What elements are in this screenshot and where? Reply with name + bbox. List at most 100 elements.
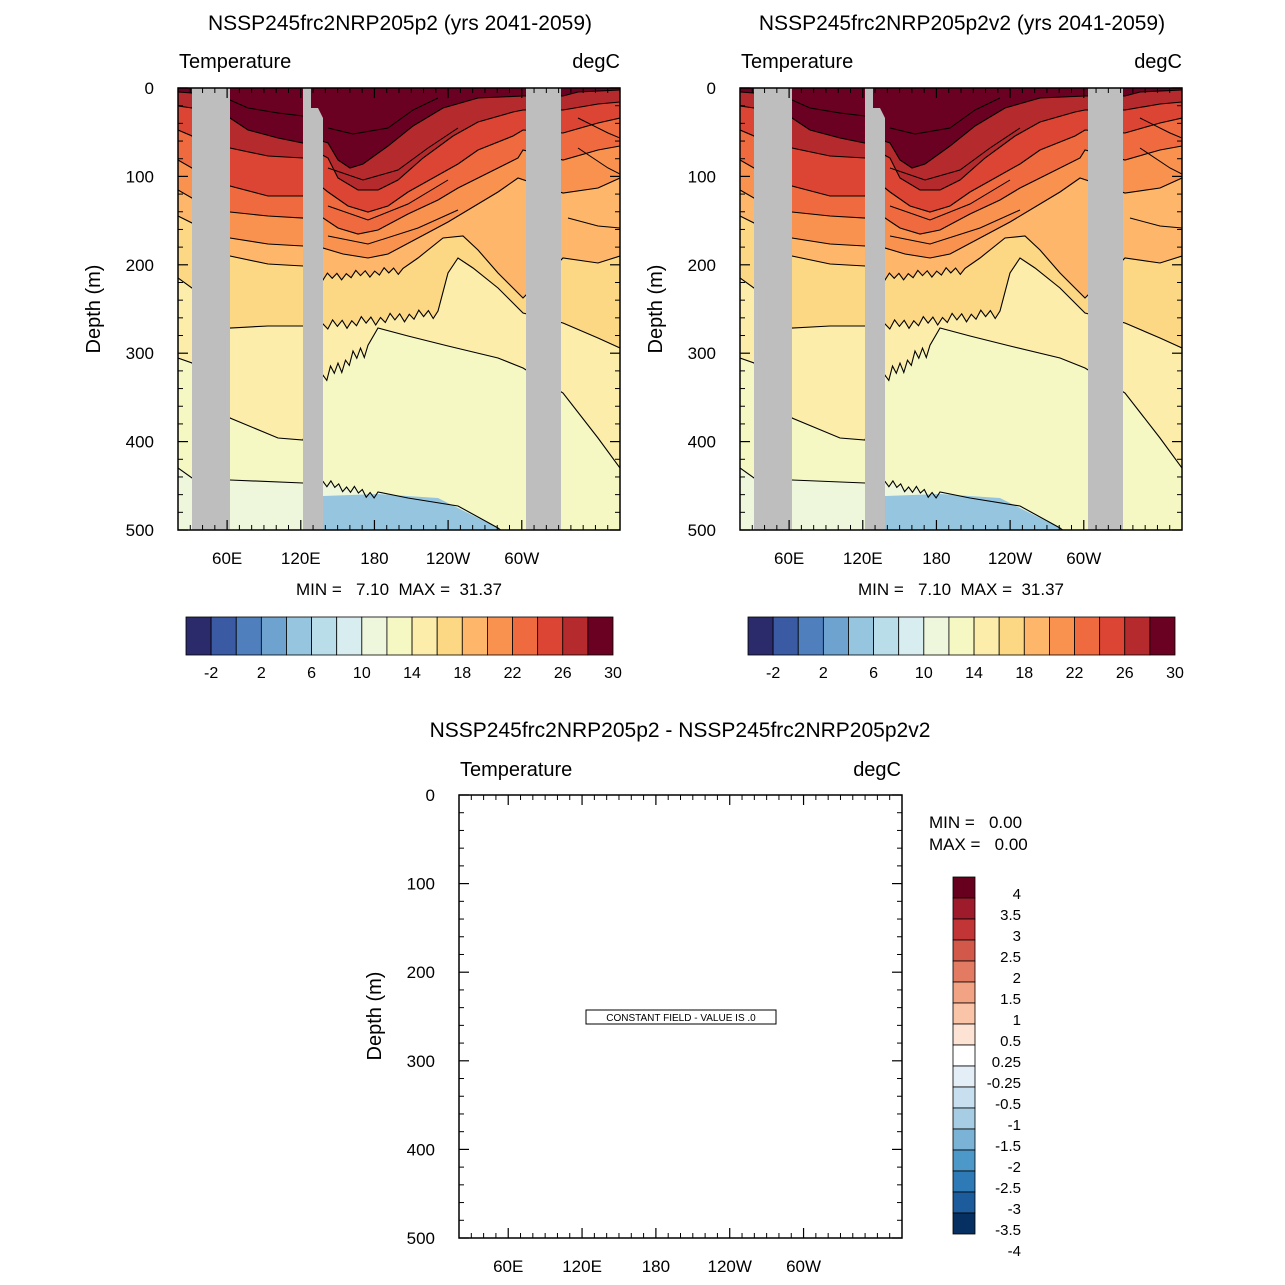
temperature-band	[740, 88, 1182, 168]
colorbar-label: 30	[604, 665, 622, 682]
colorbar-label: 26	[1116, 665, 1134, 682]
colorbar-box	[1124, 616, 1151, 656]
temperature-bands	[740, 88, 1182, 530]
colorbar-label: 10	[915, 665, 933, 682]
units-label: degC	[572, 51, 620, 73]
colorbar-box	[1049, 616, 1075, 656]
constant-field-box	[585, 1009, 777, 1025]
colorbar-box	[952, 918, 976, 941]
y-tick-label: 500	[688, 521, 716, 540]
colorbar-box	[952, 876, 976, 899]
contour-line	[740, 145, 1182, 235]
x-tick-label: 180	[642, 1257, 670, 1276]
temperature-band	[178, 118, 620, 234]
colorbar-box	[952, 981, 976, 1004]
colorbar: 4 3.5 3 2.5 2 1.5 1 0.5 0.25 -0.25 -0.5 -1 -1.5 -2 -2.…	[952, 876, 1021, 1260]
colorbar-box	[952, 1212, 976, 1235]
colorbar-box	[487, 616, 513, 656]
land-mask	[192, 88, 561, 530]
x-tick-label: 120E	[562, 1257, 602, 1276]
min-max-text: MIN = 7.10 MAX = 31.37	[858, 580, 1064, 599]
colorbar-label: -4	[1008, 1243, 1021, 1260]
colorbar-label: -0.25	[987, 1075, 1021, 1092]
y-axis-label: Depth (m)	[364, 972, 386, 1061]
colorbar-box	[952, 1170, 976, 1193]
temperature-band	[740, 118, 1182, 234]
contour-line	[889, 179, 1011, 221]
colorbar-label: 22	[504, 665, 522, 682]
x-tick-label: 60E	[212, 549, 242, 568]
contour-line	[740, 177, 1182, 259]
y-tick-label: 500	[407, 1229, 435, 1248]
colorbar-box	[286, 616, 312, 656]
contour-line	[229, 99, 304, 117]
colorbar-label: 18	[1015, 665, 1033, 682]
colorbar-label: 0.5	[1000, 1033, 1021, 1050]
y-tick-label: 0	[707, 79, 716, 98]
colorbar-box	[436, 616, 463, 656]
colorbar-label: 22	[1066, 665, 1084, 682]
temperature-band	[740, 216, 1182, 348]
colorbar-box	[747, 616, 774, 656]
x-tick-label: 60W	[504, 549, 539, 568]
variable-label: Temperature	[460, 759, 572, 781]
contour-line	[327, 209, 459, 245]
y-tick-label: 300	[126, 344, 154, 363]
contour-line	[327, 179, 449, 221]
colorbar-label: 14	[403, 665, 421, 682]
temperature-panel-1: NSSP245frc2NRP205p2 (yrs 2041-2059) Temp…	[83, 12, 622, 682]
colorbar-box	[260, 616, 287, 656]
contour-lines	[740, 89, 1182, 530]
colorbar-label: -1	[1008, 1117, 1021, 1134]
x-tick-label: 180	[922, 549, 950, 568]
colorbar-box	[873, 616, 900, 656]
y-tick-label: 400	[126, 433, 154, 452]
colorbar-box	[952, 1023, 976, 1046]
colorbar-label: 3.5	[1000, 907, 1021, 924]
colorbar-label: 0.25	[992, 1054, 1021, 1071]
panel-title: NSSP245frc2NRP205p2v2 (yrs 2041-2059)	[759, 12, 1165, 35]
min-max-text: MIN = 7.10 MAX = 31.37	[296, 580, 502, 599]
x-tick-label: 120W	[426, 549, 470, 568]
land-africa	[192, 88, 230, 530]
temperature-band	[178, 178, 620, 298]
temperature-band	[740, 328, 1182, 530]
contour-line	[740, 101, 1182, 191]
y-tick-label: 200	[688, 256, 716, 275]
y-tick-label: 500	[126, 521, 154, 540]
colorbar-box	[587, 616, 614, 656]
colorbar-label: -3	[1008, 1201, 1021, 1218]
contour-line	[178, 177, 620, 259]
units-label: degC	[853, 759, 901, 781]
contour-line	[1139, 117, 1182, 139]
y-tick-label: 0	[426, 786, 435, 805]
colorbar-box	[461, 616, 488, 656]
x-tick-label: 120E	[281, 549, 321, 568]
colorbar-box	[1099, 616, 1126, 656]
temperature-band	[178, 146, 620, 258]
difference-panel: NSSP245frc2NRP205p2 - NSSP245frc2NRP205p…	[364, 719, 1028, 1276]
colorbar-box	[797, 616, 824, 656]
axes: 0 100 200 300 400 500 60E 120E 180 120W 60W	[688, 79, 1182, 568]
temperature-band	[740, 258, 1182, 468]
temperature-band	[178, 258, 620, 468]
colorbar-label: -1.5	[995, 1138, 1021, 1155]
temperature-band	[740, 178, 1182, 298]
colorbar: -2 2 6 10 14 18 22 26 30	[747, 616, 1184, 682]
colorbar-label: 3	[1013, 928, 1021, 945]
temperature-band	[178, 90, 620, 190]
x-tick-label: 60E	[774, 549, 804, 568]
temperature-band	[740, 102, 1182, 212]
contour-line	[577, 147, 620, 175]
y-tick-label: 400	[688, 433, 716, 452]
land-indonesia	[303, 88, 323, 530]
contour-line	[791, 99, 866, 117]
colorbar-box	[898, 616, 925, 656]
x-tick-label: 120W	[988, 549, 1032, 568]
y-axis-label: Depth (m)	[645, 265, 667, 354]
colorbar-label: 2	[1013, 970, 1021, 987]
x-tick-label: 60W	[786, 1257, 821, 1276]
colorbar-box	[952, 1086, 976, 1109]
contour-line	[740, 89, 1182, 169]
